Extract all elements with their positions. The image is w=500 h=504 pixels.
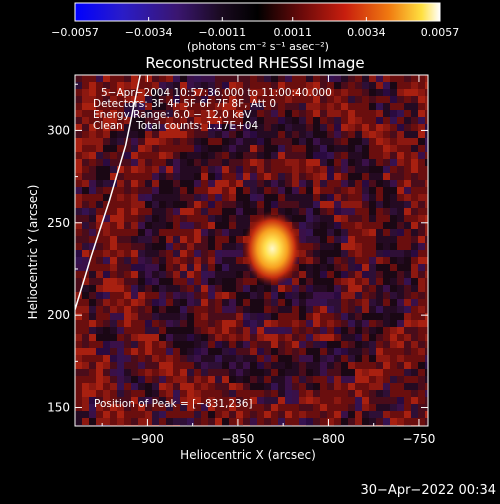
x-tick-label: −750 [402,432,435,446]
flare-source-peak [242,210,303,287]
y-axis-ticks: 150 200 250 300 [47,83,428,415]
heatmap-pixels [75,75,428,426]
colorbar-tick-label: −0.0034 [125,26,173,39]
y-tick-label: 300 [47,123,70,137]
x-tick-label: −900 [131,432,164,446]
plot-frame [74,74,429,427]
x-axis-ticks: −900 −850 −800 −750 [101,75,435,446]
annotation-time-range: 5−Apr−2004 10:57:36.000 to 11:00:40.000 [101,87,332,99]
chart-title: Reconstructed RHESSI Image [145,54,364,72]
colorbar-tick-label: −0.0011 [198,26,246,39]
y-tick-label: 250 [47,216,70,230]
colorbar-unit-label: (photons cm⁻² s⁻¹ asec⁻²) [187,40,329,53]
y-axis-label: Heliocentric Y (arcsec) [26,185,40,320]
colorbar-ticks [74,17,441,21]
x-tick-label: −800 [312,432,345,446]
x-axis-label: Heliocentric X (arcsec) [180,448,316,462]
annotation-energy-range: Energy Range: 6.0 − 12.0 keV [93,109,252,121]
y-tick-label: 150 [47,401,70,415]
annotation-clean-counts: Clean Total counts: 1.17E+04 [93,120,258,132]
y-tick-label: 200 [47,308,70,322]
peak-position-label: Position of Peak = [−831,236] [94,398,253,410]
footer-timestamp: 30−Apr−2022 00:34 [360,483,497,498]
colorbar-tick-label: 0.0057 [421,26,460,39]
x-tick-label: −850 [221,432,254,446]
annotation-detectors: Detectors: 3F 4F 5F 6F 7F 8F, Att 0 [93,98,276,110]
colorbar [74,2,441,22]
colorbar-tick-label: −0.0057 [51,26,99,39]
colorbar-tick-labels: −0.0057 −0.0034 −0.0011 0.0011 0.0034 0.0057 [51,26,459,39]
colorbar-tick-label: 0.0011 [273,26,312,39]
colorbar-tick-label: 0.0034 [347,26,386,39]
solar-limb-curve [75,75,141,310]
